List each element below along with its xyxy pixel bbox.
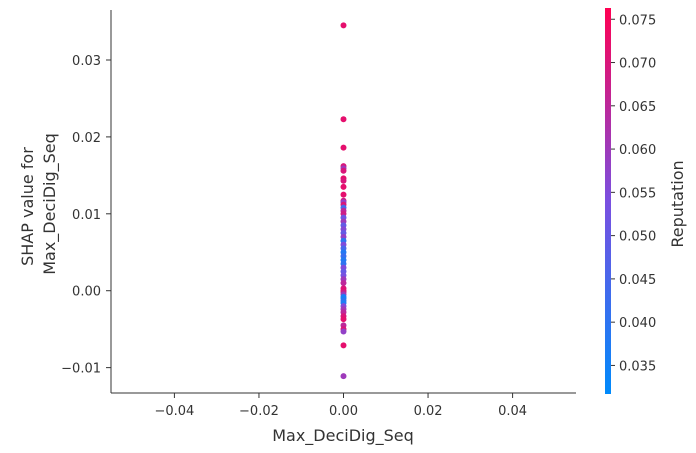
- data-point: [340, 177, 347, 184]
- colorbar-tick-label: 0.060: [619, 143, 656, 158]
- data-point: [340, 342, 347, 349]
- colorbar-ticks: 0.035 0.040 0.045 0.050 0.055 0.060 0.065 0.070…: [611, 13, 656, 374]
- colorbar-tick-label: 0.075: [619, 13, 656, 28]
- data-point: [340, 328, 347, 335]
- x-tick-label: 0.02: [414, 404, 443, 419]
- colorbar-gradient: [605, 8, 611, 394]
- data-point: [340, 191, 347, 198]
- y-tick-label: 0.02: [72, 131, 101, 146]
- x-tick-label: 0.04: [498, 404, 527, 419]
- colorbar-tick-label: 0.035: [619, 359, 656, 374]
- colorbar: 0.035 0.040 0.045 0.050 0.055 0.060 0.065 0.070…: [605, 8, 687, 394]
- y-tick-label: 0.03: [72, 54, 101, 69]
- x-axis-label: Max_DeciDig_Seq: [272, 426, 414, 446]
- colorbar-tick-label: 0.040: [619, 316, 656, 331]
- data-point: [340, 316, 347, 323]
- data-point: [340, 280, 347, 287]
- scatter-points: [340, 22, 347, 380]
- data-point: [340, 167, 347, 174]
- x-axis-ticks: −0.04 −0.02 0.00 0.02 0.04: [154, 393, 527, 419]
- y-tick-label: 0.00: [72, 285, 101, 300]
- data-point: [340, 116, 347, 123]
- y-axis-label-line-2: Max_DeciDig_Seq: [40, 133, 60, 275]
- x-tick-label: −0.02: [239, 404, 279, 419]
- data-point: [340, 373, 347, 380]
- colorbar-tick-label: 0.070: [619, 57, 656, 72]
- y-axis-ticks: −0.01 0.00 0.01 0.02 0.03: [61, 54, 111, 377]
- y-axis-label: SHAP value for Max_DeciDig_Seq: [18, 133, 60, 275]
- y-tick-label: −0.01: [61, 362, 101, 377]
- colorbar-tick-label: 0.055: [619, 186, 656, 201]
- data-point: [340, 144, 347, 151]
- colorbar-tick-label: 0.065: [619, 100, 656, 115]
- x-tick-label: −0.04: [154, 404, 194, 419]
- y-tick-label: 0.01: [72, 208, 101, 223]
- colorbar-tick-label: 0.050: [619, 230, 656, 245]
- colorbar-label: Reputation: [668, 160, 687, 247]
- plot-area: −0.04 −0.02 0.00 0.02 0.04 −0.01 0.00 0.01 0.02…: [61, 10, 576, 419]
- x-tick-label: 0.00: [329, 404, 358, 419]
- data-point: [340, 22, 347, 29]
- y-axis-label-line-1: SHAP value for: [18, 147, 37, 266]
- colorbar-tick-label: 0.045: [619, 273, 656, 288]
- data-point: [340, 183, 347, 190]
